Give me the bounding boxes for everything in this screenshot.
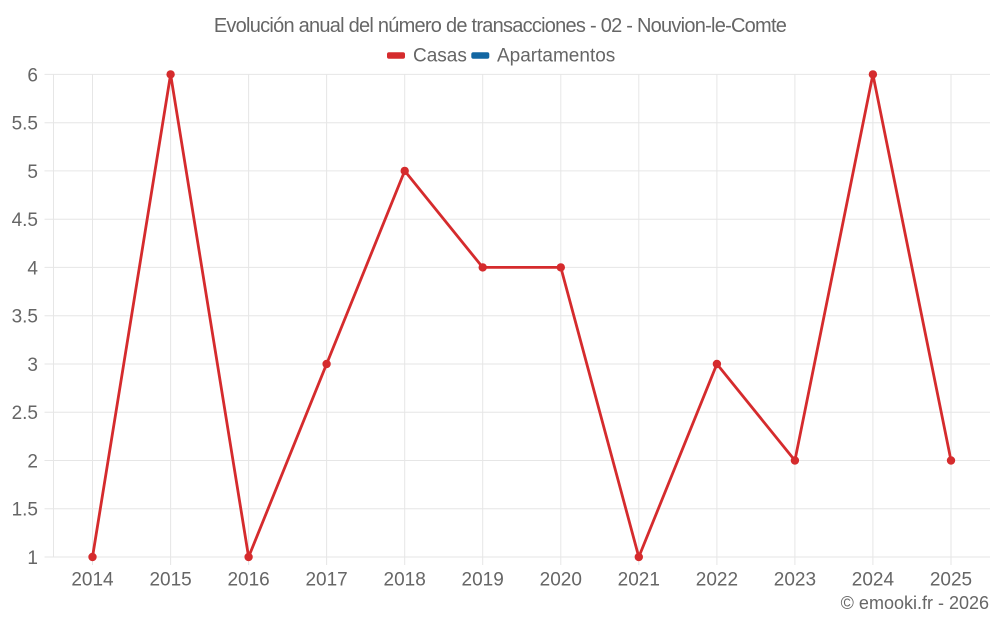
- svg-text:2015: 2015: [149, 570, 191, 591]
- svg-text:5.5: 5.5: [12, 114, 38, 135]
- svg-text:5: 5: [27, 162, 38, 183]
- svg-text:Apartamentos: Apartamentos: [497, 46, 615, 67]
- svg-text:2025: 2025: [930, 570, 972, 591]
- svg-text:2016: 2016: [227, 570, 269, 591]
- svg-text:Evolución anual del número de: Evolución anual del número de transaccio…: [214, 15, 787, 37]
- svg-text:2023: 2023: [774, 570, 816, 591]
- svg-text:2.5: 2.5: [12, 403, 38, 424]
- svg-text:2024: 2024: [852, 570, 895, 591]
- svg-text:4.5: 4.5: [12, 210, 38, 231]
- svg-text:1.5: 1.5: [12, 500, 38, 521]
- svg-text:6: 6: [27, 65, 38, 86]
- svg-text:1: 1: [27, 548, 38, 569]
- svg-text:Casas: Casas: [413, 46, 467, 67]
- svg-text:3.5: 3.5: [12, 307, 38, 328]
- svg-text:2019: 2019: [462, 570, 504, 591]
- svg-text:2: 2: [27, 451, 38, 472]
- svg-text:3: 3: [27, 355, 38, 376]
- svg-text:2022: 2022: [696, 570, 738, 591]
- svg-text:2020: 2020: [540, 570, 582, 591]
- svg-text:© emooki.fr - 2026: © emooki.fr - 2026: [841, 593, 989, 613]
- svg-text:2018: 2018: [384, 570, 426, 591]
- svg-text:2014: 2014: [71, 570, 114, 591]
- svg-text:4: 4: [27, 258, 38, 279]
- svg-text:2017: 2017: [305, 570, 347, 591]
- svg-text:2021: 2021: [618, 570, 660, 591]
